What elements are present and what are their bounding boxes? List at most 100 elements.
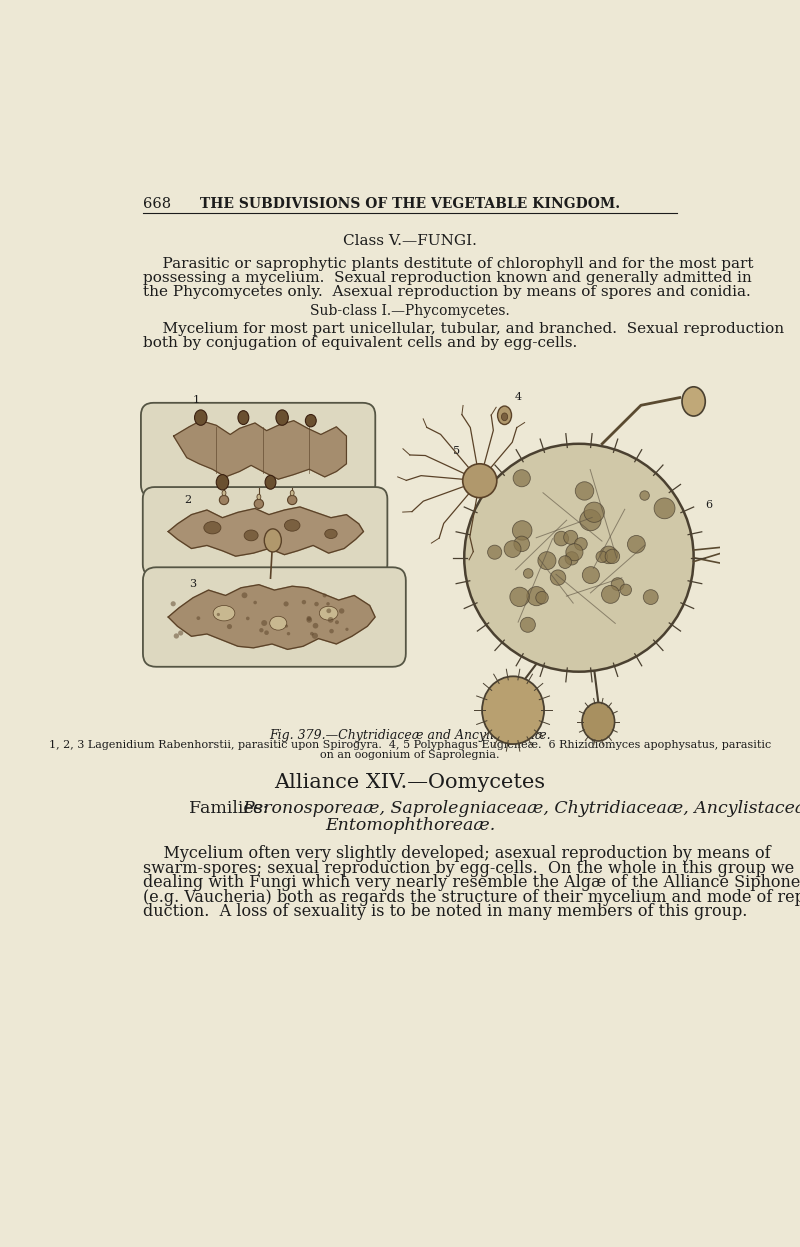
Circle shape [643,590,658,605]
Text: Class V.—FUNGI.: Class V.—FUNGI. [343,234,477,248]
Text: the Phycomycetes only.  Asexual reproduction by means of spores and conidia.: the Phycomycetes only. Asexual reproduct… [143,286,751,299]
Text: Sub-class I.—Phycomycetes.: Sub-class I.—Phycomycetes. [310,303,510,318]
Ellipse shape [276,410,288,425]
Circle shape [640,491,650,500]
Circle shape [538,551,556,570]
Circle shape [287,495,297,505]
Ellipse shape [270,616,286,630]
Circle shape [487,545,502,559]
Circle shape [326,609,331,614]
Circle shape [566,544,583,561]
Circle shape [314,602,318,606]
Text: Peronosporeaæ, Saprolegniaceaæ, Chytridiaceaæ, Ancylistaceaæ,: Peronosporeaæ, Saprolegniaceaæ, Chytridi… [242,801,800,817]
Text: 668: 668 [143,197,171,212]
Circle shape [174,633,179,638]
Circle shape [322,594,326,597]
Circle shape [219,495,229,505]
Circle shape [313,624,318,628]
Circle shape [605,549,620,564]
Text: Families:: Families: [189,801,274,817]
Text: Mycelium often very slightly developed; asexual reproduction by means of: Mycelium often very slightly developed; … [143,845,771,862]
Ellipse shape [682,387,706,416]
Text: Entomophthoreaæ.: Entomophthoreaæ. [325,817,495,834]
Circle shape [217,612,220,616]
Circle shape [464,444,694,672]
Text: 5: 5 [453,446,460,456]
Circle shape [574,537,587,550]
Ellipse shape [264,529,282,552]
Circle shape [283,601,289,606]
FancyBboxPatch shape [141,403,375,498]
Ellipse shape [319,606,338,620]
Circle shape [584,503,604,522]
Circle shape [611,577,624,591]
Circle shape [259,628,263,632]
Circle shape [170,601,176,606]
Circle shape [261,620,267,626]
FancyBboxPatch shape [143,567,406,667]
Circle shape [178,631,183,636]
Circle shape [582,566,599,584]
Circle shape [227,624,232,630]
Circle shape [554,531,569,546]
Text: on an oogonium of Saprolegnia.: on an oogonium of Saprolegnia. [320,751,500,761]
Text: 6: 6 [706,500,712,510]
Circle shape [596,551,607,562]
Text: Mycelium for most part unicellular, tubular, and branched.  Sexual reproduction: Mycelium for most part unicellular, tubu… [143,322,785,337]
Ellipse shape [482,676,544,744]
Ellipse shape [285,520,300,531]
Text: dealing with Fungi which very nearly resemble the Algæ of the Alliance Siphoneæ: dealing with Fungi which very nearly res… [143,874,800,892]
Ellipse shape [194,410,207,425]
Text: 4: 4 [515,393,522,403]
Circle shape [565,551,578,565]
Circle shape [513,521,532,540]
Ellipse shape [498,407,511,424]
Ellipse shape [325,529,337,539]
Circle shape [504,541,521,557]
Circle shape [558,556,571,569]
Circle shape [510,587,530,606]
Ellipse shape [502,413,508,420]
Circle shape [254,499,263,509]
Circle shape [527,586,546,606]
Circle shape [330,628,334,633]
Circle shape [346,627,349,631]
Text: (e.g. Vaucheria) both as regards the structure of their mycelium and mode of rep: (e.g. Vaucheria) both as regards the str… [143,889,800,905]
Circle shape [514,536,530,551]
Ellipse shape [204,521,221,534]
Circle shape [575,481,594,500]
Circle shape [326,602,330,606]
Ellipse shape [582,702,614,741]
Circle shape [462,464,497,498]
Text: 1, 2, 3 Lagenidium Rabenhorstii, parasitic upon Spirogyra.  4, 5 Polyphagus Eugl: 1, 2, 3 Lagenidium Rabenhorstii, parasit… [49,741,771,751]
Circle shape [600,546,618,564]
FancyBboxPatch shape [142,488,387,576]
Ellipse shape [216,475,229,490]
Circle shape [580,510,601,531]
Circle shape [286,632,290,636]
Circle shape [627,535,646,554]
Circle shape [536,591,548,604]
Circle shape [242,592,247,599]
Ellipse shape [265,475,276,489]
Circle shape [264,631,269,635]
Text: 1: 1 [193,394,200,404]
Text: 2: 2 [184,495,191,505]
Circle shape [520,617,535,632]
Circle shape [328,617,334,622]
Text: Parasitic or saprophytic plants destitute of chlorophyll and for the most part: Parasitic or saprophytic plants destitut… [143,257,754,272]
Circle shape [197,616,200,620]
Text: 3: 3 [190,580,197,590]
Text: Alliance XIV.—Oomycetes: Alliance XIV.—Oomycetes [274,773,546,792]
Ellipse shape [257,494,261,500]
Circle shape [523,569,533,579]
Ellipse shape [306,414,316,426]
Text: THE SUBDIVISIONS OF THE VEGETABLE KINGDOM.: THE SUBDIVISIONS OF THE VEGETABLE KINGDO… [200,197,620,212]
Circle shape [306,616,311,621]
Text: swarm-spores; sexual reproduction by egg-cells.  On the whole in this group we a: swarm-spores; sexual reproduction by egg… [143,859,800,877]
Text: duction.  A loss of sexuality is to be noted in many members of this group.: duction. A loss of sexuality is to be no… [143,904,748,920]
Polygon shape [168,585,375,650]
Circle shape [285,625,288,627]
Circle shape [310,632,314,636]
Ellipse shape [222,490,226,496]
